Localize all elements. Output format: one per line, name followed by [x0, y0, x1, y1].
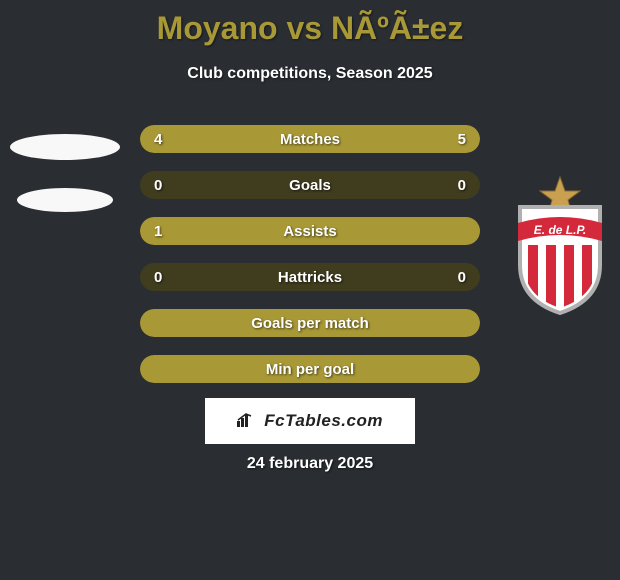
stat-label: Hattricks [278, 269, 342, 286]
subtitle: Club competitions, Season 2025 [0, 65, 620, 83]
stat-label: Min per goal [266, 361, 354, 378]
stat-value-right: 0 [458, 177, 466, 194]
stat-row: 0 Hattricks 0 [140, 263, 480, 291]
stat-label: Assists [283, 223, 336, 240]
right-team-badge: E. de L.P. [505, 175, 615, 305]
left-team-badge [5, 120, 125, 226]
page-title: Moyano vs NÃºÃ±ez [0, 0, 620, 47]
stat-value-left: 0 [154, 177, 162, 194]
placeholder-ellipse [17, 188, 113, 212]
stat-row: Min per goal [140, 355, 480, 383]
stat-value-left: 4 [154, 131, 162, 148]
brand-text: FcTables.com [237, 411, 383, 431]
estudiantes-shield-icon: E. de L.P. [510, 175, 610, 305]
stats-container: 4 Matches 5 0 Goals 0 1 Assists 0 Hattricks 0 Goals… [140, 125, 480, 401]
badge-text: E. de L.P. [534, 223, 586, 237]
stat-label: Goals [289, 177, 331, 194]
stat-row: 4 Matches 5 [140, 125, 480, 153]
stat-value-right: 5 [458, 131, 466, 148]
date-text: 24 february 2025 [0, 455, 620, 473]
stat-row: 0 Goals 0 [140, 171, 480, 199]
stat-value-left: 0 [154, 269, 162, 286]
stat-label: Goals per match [251, 315, 369, 332]
stat-value-left: 1 [154, 223, 162, 240]
stat-fill-left [140, 125, 290, 153]
brand-box: FcTables.com [205, 398, 415, 444]
chart-icon [237, 411, 260, 430]
stat-label: Matches [280, 131, 340, 148]
stat-row: 1 Assists [140, 217, 480, 245]
placeholder-ellipse [10, 134, 120, 160]
stat-row: Goals per match [140, 309, 480, 337]
stat-value-right: 0 [458, 269, 466, 286]
